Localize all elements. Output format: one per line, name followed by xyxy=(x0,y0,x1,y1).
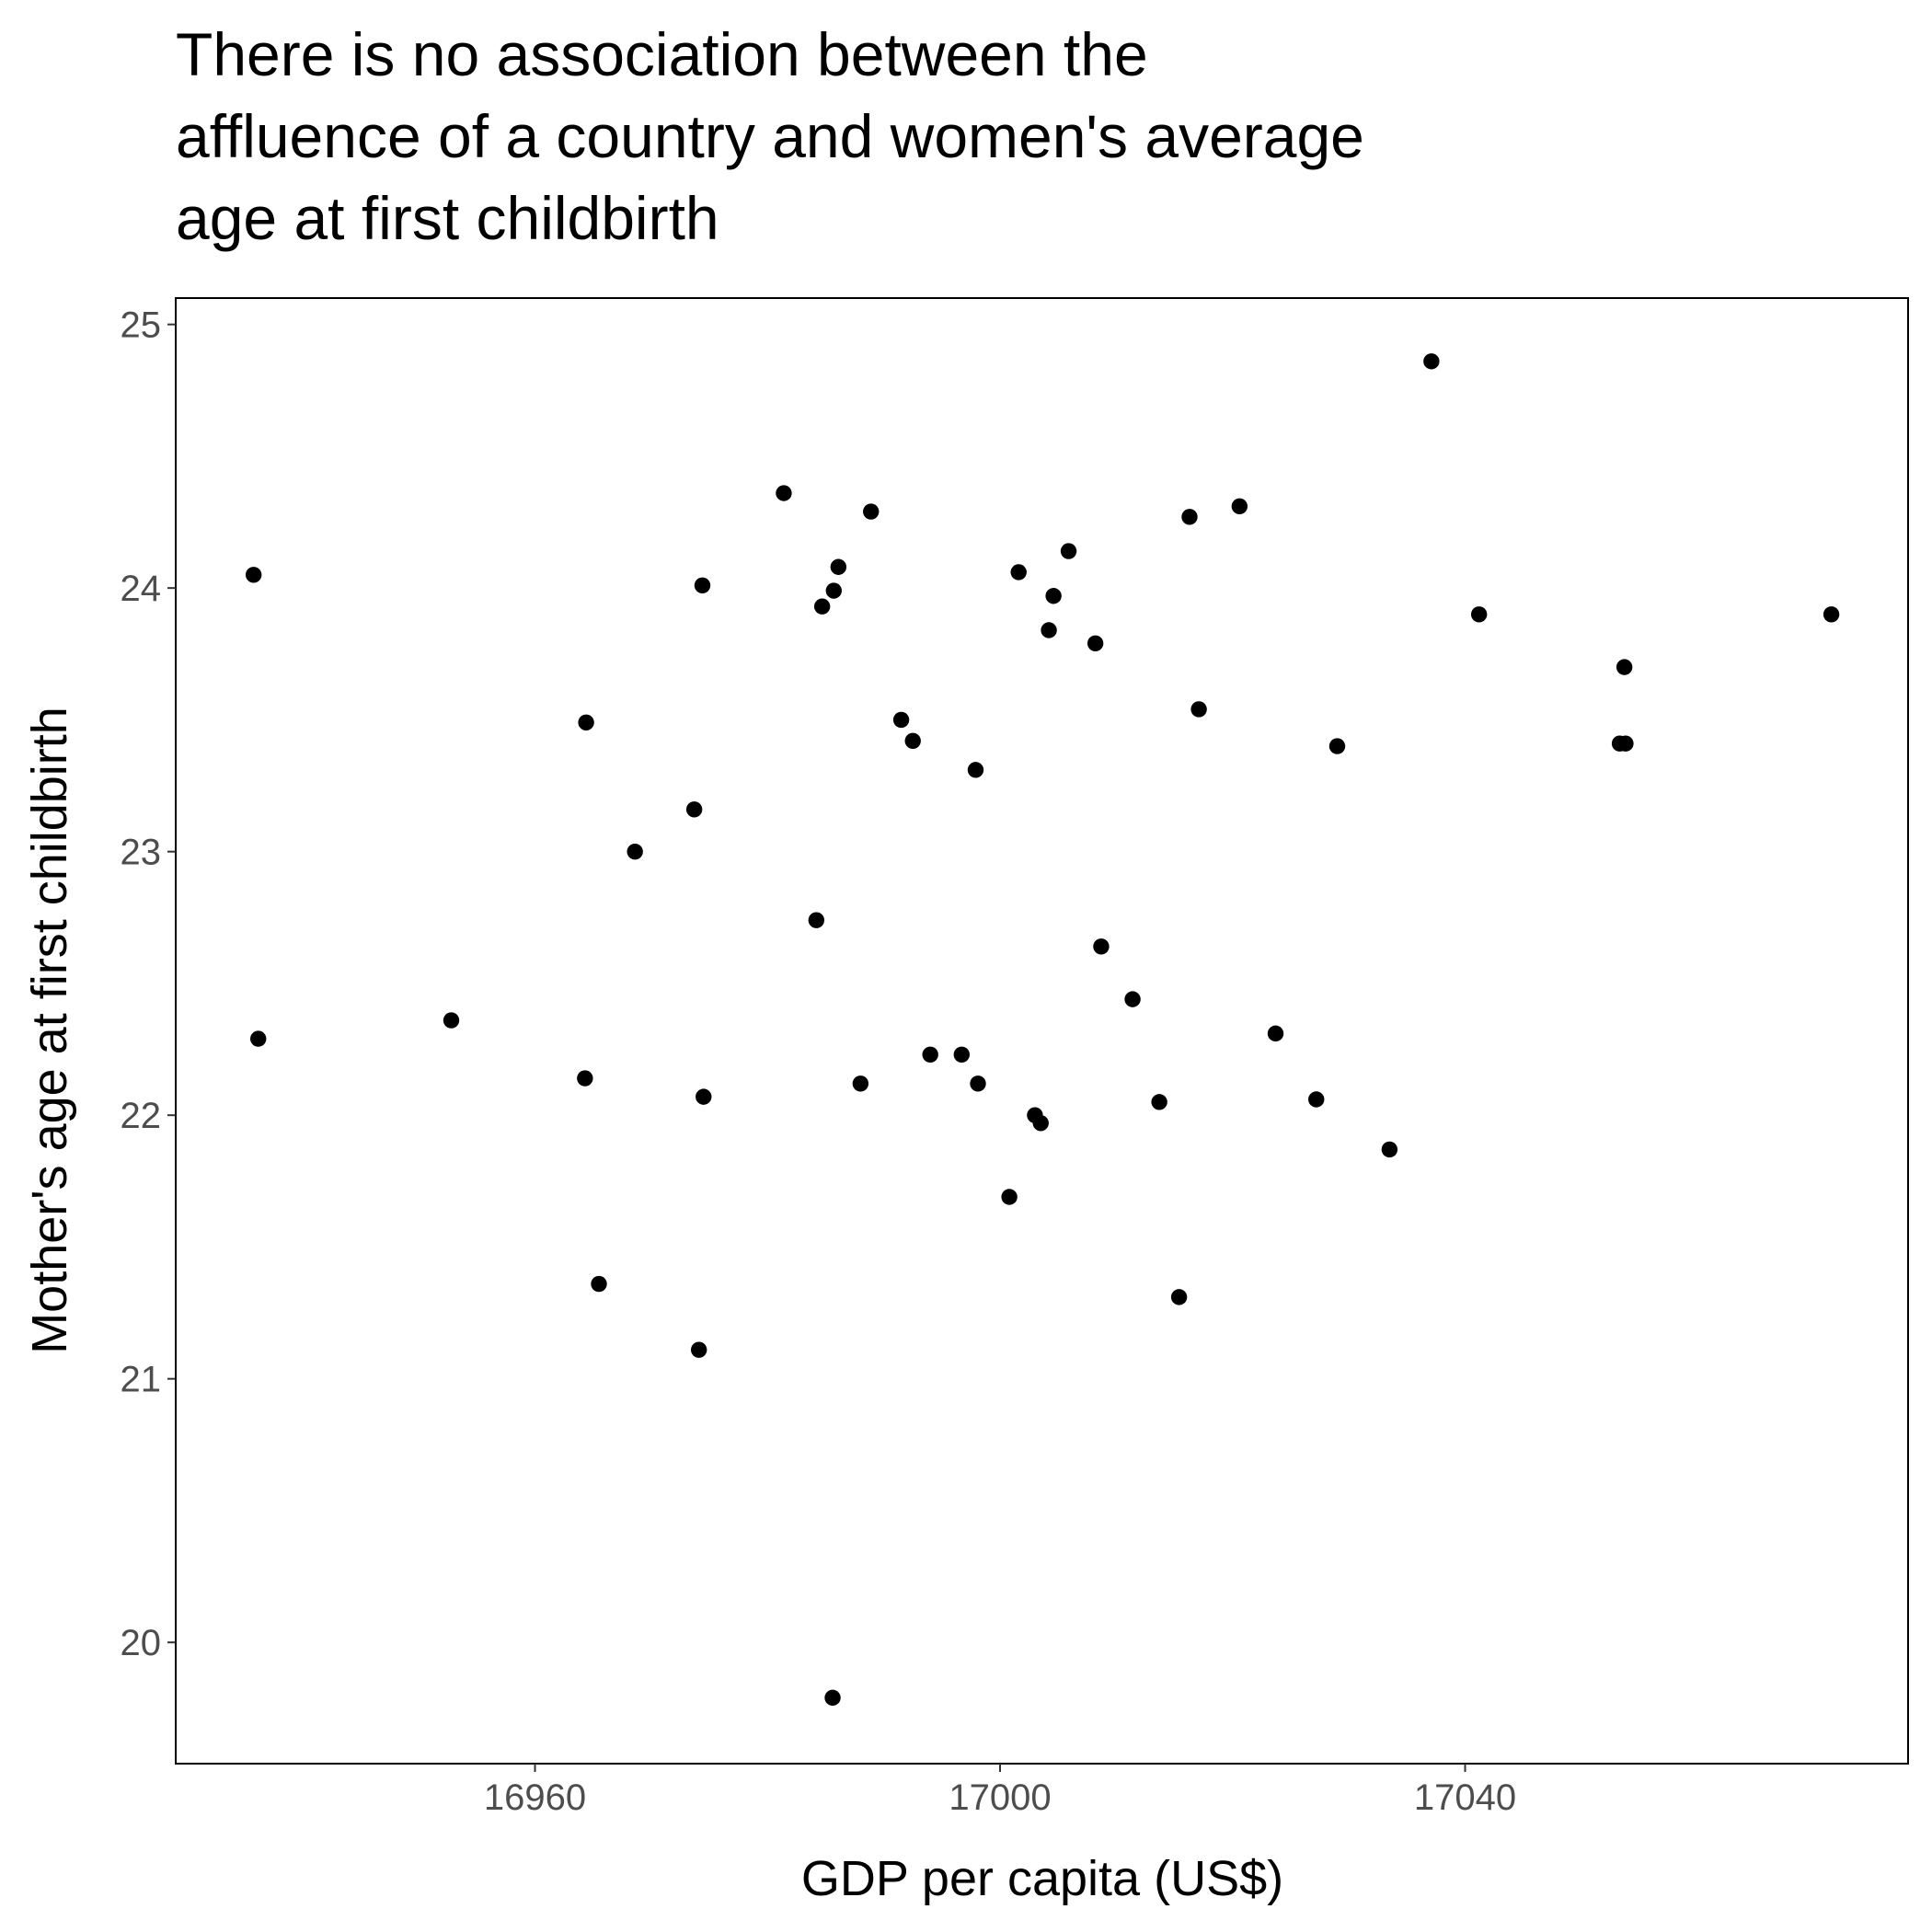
x-tick-label: 16960 xyxy=(484,1777,586,1818)
point xyxy=(696,1088,712,1105)
y-tick-label: 21 xyxy=(121,1360,162,1400)
point xyxy=(1823,606,1840,623)
point xyxy=(1616,659,1633,675)
point xyxy=(808,912,825,928)
point xyxy=(1087,635,1104,652)
point xyxy=(1190,701,1207,718)
point xyxy=(1045,588,1062,604)
point xyxy=(904,732,921,750)
x-tick-label: 17040 xyxy=(1414,1777,1516,1818)
point xyxy=(1617,735,1634,752)
point xyxy=(953,1046,971,1063)
point xyxy=(1181,509,1198,525)
point xyxy=(250,1030,267,1047)
y-tick-label: 23 xyxy=(121,833,162,873)
point xyxy=(892,711,910,729)
point xyxy=(443,1012,460,1029)
point xyxy=(922,1046,938,1063)
point xyxy=(694,577,711,593)
point xyxy=(967,762,984,778)
point xyxy=(1151,1094,1167,1110)
point xyxy=(830,558,847,575)
y-axis-title: Mother's age at first childbirth xyxy=(22,707,77,1354)
point xyxy=(690,1341,707,1358)
y-tick-label: 22 xyxy=(121,1096,162,1136)
point xyxy=(1470,606,1488,623)
point xyxy=(578,714,594,730)
point xyxy=(627,843,643,860)
x-axis-title: GDP per capita (US$) xyxy=(801,1851,1283,1906)
chart-title: age at first childbirth xyxy=(176,184,719,252)
point xyxy=(245,567,262,583)
chart-title: affluence of a country and women's avera… xyxy=(176,102,1364,170)
point xyxy=(776,485,792,501)
point xyxy=(825,582,842,599)
point xyxy=(1001,1189,1018,1205)
chart-title: There is no association between the xyxy=(176,20,1148,88)
point xyxy=(1041,622,1057,638)
point xyxy=(970,1075,986,1092)
point xyxy=(591,1275,607,1293)
point xyxy=(685,801,703,818)
point xyxy=(852,1075,869,1092)
point xyxy=(1308,1091,1325,1108)
y-tick-label: 24 xyxy=(121,569,162,609)
x-tick-label: 17000 xyxy=(949,1777,1051,1818)
point xyxy=(1267,1025,1284,1042)
plot-panel xyxy=(175,297,1909,1765)
point xyxy=(1032,1115,1049,1132)
point xyxy=(1381,1141,1398,1158)
point xyxy=(1060,543,1077,559)
point xyxy=(813,598,831,615)
point xyxy=(1423,353,1440,370)
point xyxy=(577,1070,593,1087)
point xyxy=(1093,938,1110,955)
point xyxy=(863,503,880,520)
point xyxy=(1231,498,1248,515)
point xyxy=(1124,991,1141,1007)
point xyxy=(1010,564,1027,581)
point xyxy=(824,1689,841,1707)
y-tick-label: 25 xyxy=(121,305,162,346)
point xyxy=(1328,738,1346,754)
y-tick-label: 20 xyxy=(121,1623,162,1663)
point xyxy=(1170,1289,1188,1305)
